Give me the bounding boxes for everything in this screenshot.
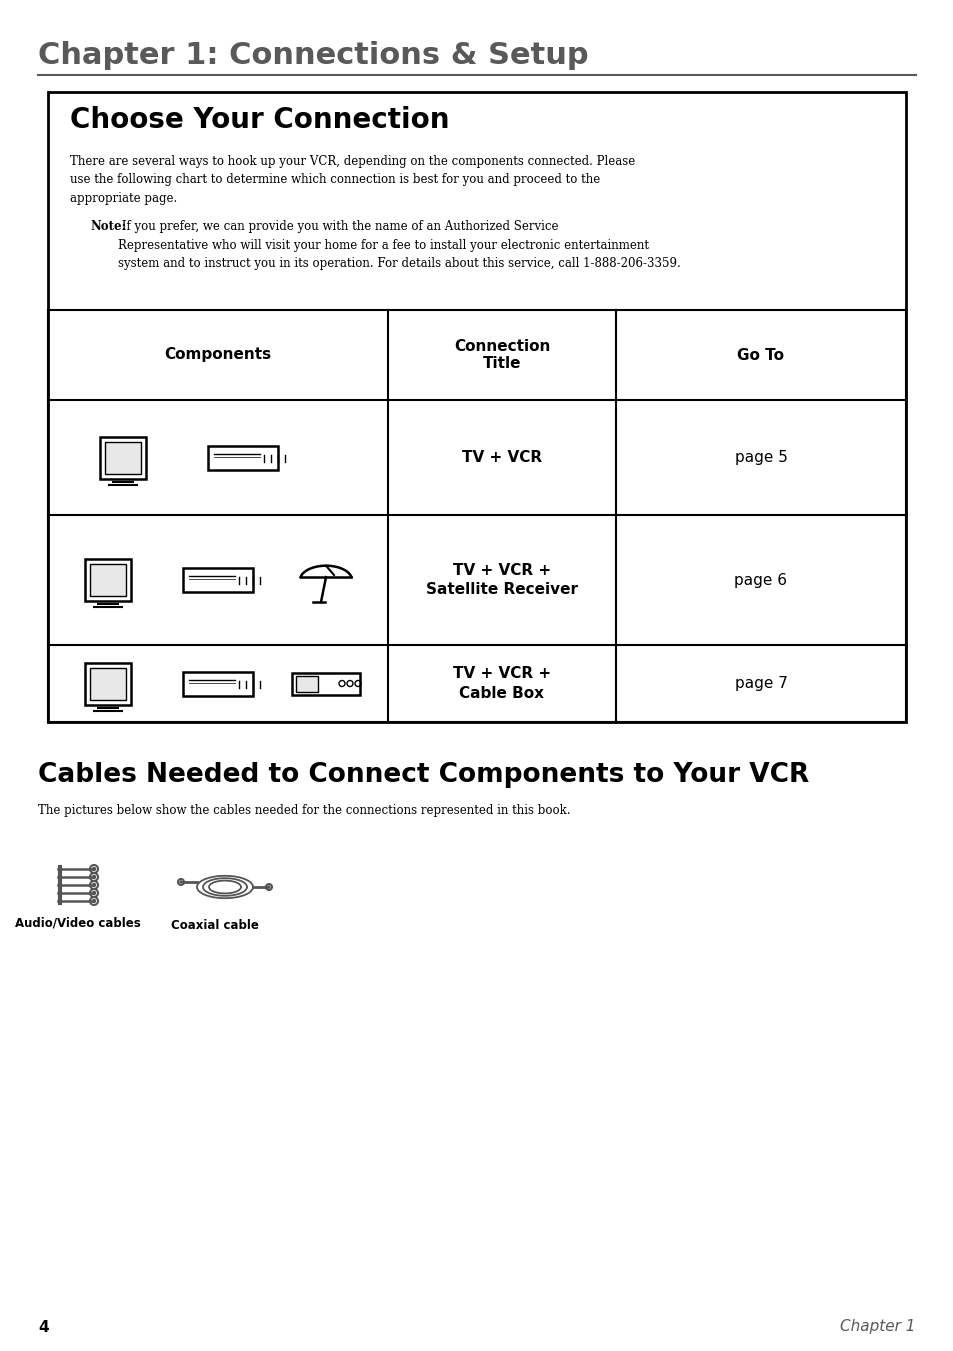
Text: page 7: page 7 (734, 676, 786, 690)
FancyBboxPatch shape (85, 662, 131, 704)
Circle shape (92, 884, 95, 886)
FancyBboxPatch shape (105, 442, 141, 473)
Text: TV + VCR +
Cable Box: TV + VCR + Cable Box (453, 666, 551, 701)
Text: Cables Needed to Connect Components to Your VCR: Cables Needed to Connect Components to Y… (38, 762, 808, 788)
Text: Note:: Note: (90, 220, 126, 232)
FancyBboxPatch shape (85, 559, 131, 601)
Circle shape (268, 886, 270, 888)
Text: page 6: page 6 (734, 573, 786, 588)
Text: Components: Components (164, 347, 272, 362)
FancyBboxPatch shape (183, 567, 253, 592)
Text: 4: 4 (38, 1320, 49, 1335)
Circle shape (92, 875, 95, 878)
FancyBboxPatch shape (100, 436, 146, 478)
Circle shape (92, 900, 95, 902)
Bar (48, 92, 905, 721)
Text: TV + VCR +
Satellite Receiver: TV + VCR + Satellite Receiver (426, 562, 578, 597)
Text: Go To: Go To (737, 347, 783, 362)
FancyBboxPatch shape (90, 563, 126, 596)
FancyBboxPatch shape (208, 446, 277, 470)
Text: Connection
Title: Connection Title (454, 339, 550, 372)
Text: Chapter 1: Connections & Setup: Chapter 1: Connections & Setup (38, 41, 588, 69)
FancyBboxPatch shape (90, 667, 126, 700)
Text: Audio/Video cables: Audio/Video cables (15, 917, 141, 929)
FancyBboxPatch shape (292, 673, 359, 694)
Text: There are several ways to hook up your VCR, depending on the components connecte: There are several ways to hook up your V… (70, 155, 635, 205)
Text: TV + VCR: TV + VCR (461, 450, 541, 465)
Text: If you prefer, we can provide you with the name of an Authorized Service
Represe: If you prefer, we can provide you with t… (118, 220, 680, 270)
Text: Choose Your Connection: Choose Your Connection (70, 105, 449, 134)
Circle shape (180, 881, 182, 884)
Circle shape (92, 867, 95, 870)
Circle shape (92, 892, 95, 894)
Text: Coaxial cable: Coaxial cable (171, 919, 258, 932)
Text: page 5: page 5 (734, 450, 786, 465)
FancyBboxPatch shape (295, 676, 317, 692)
Text: Chapter 1: Chapter 1 (840, 1320, 915, 1335)
Text: The pictures below show the cables needed for the connections represented in thi: The pictures below show the cables neede… (38, 804, 570, 817)
FancyBboxPatch shape (183, 671, 253, 696)
